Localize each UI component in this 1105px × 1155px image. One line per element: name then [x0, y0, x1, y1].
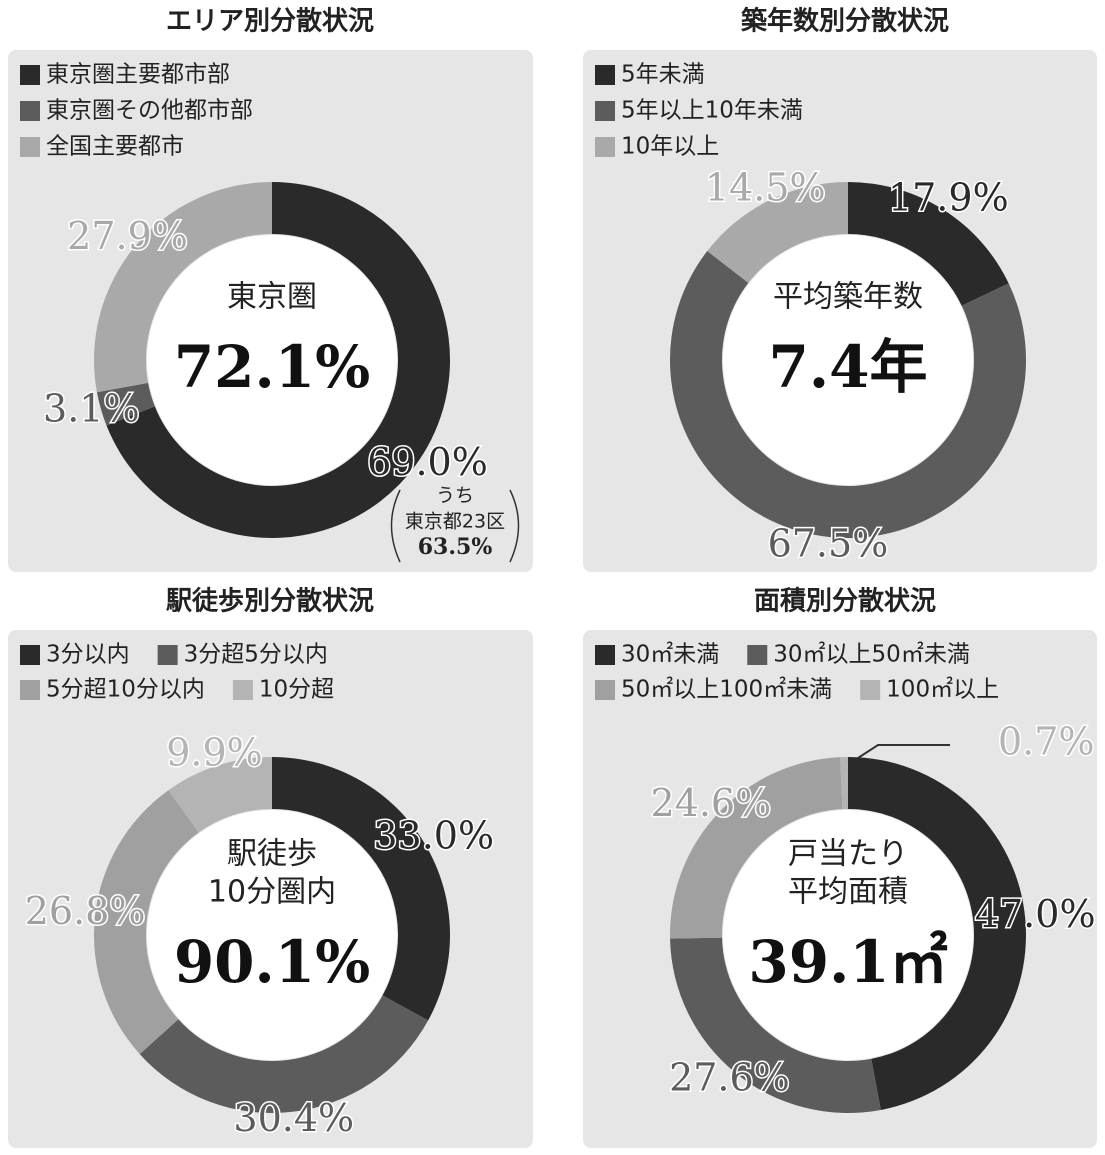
legend-swatch: [20, 101, 40, 121]
legend-swatch: [20, 137, 40, 157]
value-label: 3.1%: [43, 386, 140, 430]
center-label: 東京圏: [227, 280, 317, 315]
donut-segment: [272, 757, 450, 1021]
note: うち: [436, 485, 474, 507]
center-label: 平均面積: [788, 875, 908, 910]
center-label: 平均築年数: [773, 280, 923, 315]
bracket: [390, 489, 401, 563]
legend-label: 3分以内: [46, 642, 130, 668]
legend-swatch: [595, 680, 615, 700]
center-value: 39.1㎡: [748, 928, 947, 996]
donut-segment: [848, 182, 1009, 306]
chart-title: 築年数別分散状況: [740, 6, 949, 37]
donut-segment: [670, 937, 881, 1113]
value-label: 33.0%: [373, 814, 494, 858]
donut-segment: [670, 251, 1026, 538]
donut-segment: [670, 757, 843, 939]
chart-title: エリア別分散状況: [166, 7, 374, 37]
legend-label: 30㎡以上50㎡未満: [773, 642, 970, 668]
value-label: 30.4%: [233, 1096, 354, 1140]
legend-swatch: [20, 645, 40, 665]
center-label: 駅徒歩: [227, 837, 317, 872]
bracket: [509, 489, 520, 563]
donut-segment: [139, 995, 429, 1113]
note: 63.5%: [418, 534, 493, 560]
legend-swatch: [157, 645, 178, 665]
legend-label: 5分超10分以内: [46, 677, 205, 703]
legend-label: 10年以上: [621, 134, 719, 160]
leader-line: [857, 744, 950, 759]
legend-label: 100㎡以上: [886, 677, 999, 703]
legend-swatch: [20, 65, 40, 85]
value-label: 14.5%: [705, 166, 826, 210]
legend-swatch: [595, 65, 615, 85]
center-label: 10分圏内: [208, 875, 336, 910]
note: 東京都23区: [405, 511, 505, 533]
value-label: 26.8%: [25, 889, 146, 933]
value-label: 0.7%: [998, 720, 1095, 764]
donut-hole: [147, 235, 397, 485]
legend-label: 3分超5分以内: [184, 642, 328, 668]
value-label: 69.0%: [367, 440, 488, 484]
legend-swatch: [747, 645, 768, 665]
donut-segment: [168, 757, 272, 833]
legend-label: 5年以上10年未満: [621, 98, 803, 124]
value-label: 17.9%: [888, 176, 1009, 220]
center-label: 戸当たり: [788, 837, 908, 872]
legend-label: 東京圏主要都市部: [46, 62, 230, 88]
legend-swatch: [595, 137, 615, 157]
donut-segment: [707, 182, 848, 283]
donut-hole: [147, 810, 397, 1060]
chart-title: 面積別分散状況: [754, 587, 936, 617]
value-label: 9.9%: [166, 731, 263, 775]
value-label: 67.5%: [768, 521, 889, 565]
donut-segment: [848, 757, 1026, 1110]
legend-swatch: [232, 680, 253, 700]
donut-segment: [840, 757, 848, 810]
donut-hole: [723, 235, 973, 485]
value-label: 27.6%: [669, 1055, 790, 1099]
donut-hole: [723, 810, 973, 1060]
chart-title: 駅徒歩別分散状況: [166, 587, 374, 617]
legend-label: 東京圏その他都市部: [46, 98, 253, 124]
center-value: 7.4年: [769, 333, 928, 401]
legend-swatch: [20, 680, 40, 700]
donut-segment: [94, 790, 199, 1055]
center-value: 72.1%: [174, 333, 370, 401]
legend-label: 50㎡以上100㎡未満: [621, 677, 832, 703]
donut-segment: [93, 182, 272, 393]
center-value: 90.1%: [174, 928, 370, 996]
value-label: 24.6%: [650, 781, 771, 825]
legend-label: 30㎡未満: [621, 642, 719, 668]
legend-swatch: [595, 101, 615, 121]
value-label: 27.9%: [67, 214, 188, 258]
legend-label: 5年未満: [621, 62, 705, 88]
legend-swatch: [860, 680, 881, 700]
donut-segment: [106, 182, 450, 538]
value-label: 47.0%: [975, 892, 1096, 936]
legend-label: 全国主要都市: [46, 134, 184, 160]
legend-swatch: [595, 645, 615, 665]
donut-segment: [96, 382, 155, 426]
legend-label: 10分超: [259, 677, 334, 703]
